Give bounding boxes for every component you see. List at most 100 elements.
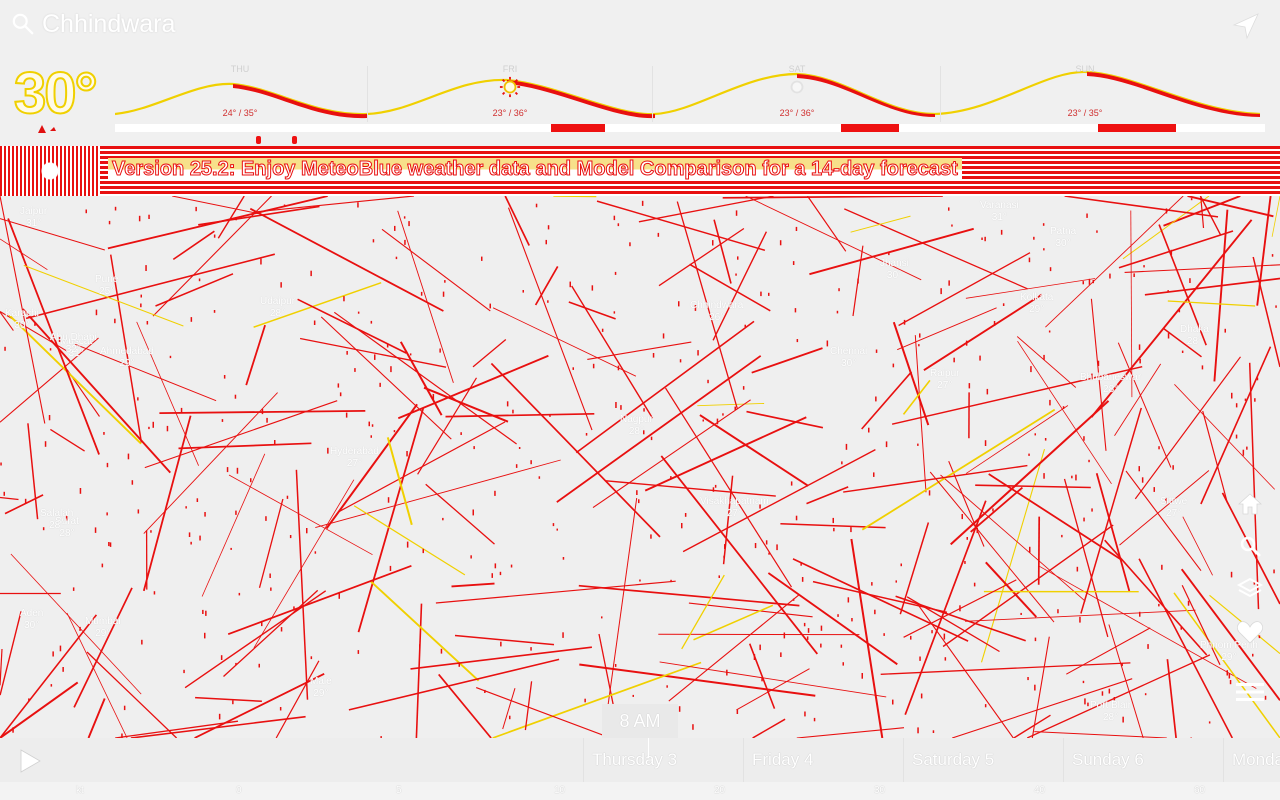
- wind-particle: [981, 237, 983, 240]
- home-button[interactable]: [1232, 488, 1268, 520]
- timeline-day-thursday[interactable]: Thursday 3: [592, 750, 678, 769]
- wind-streak: [415, 603, 423, 738]
- city-name: Ahmedabad: [100, 346, 154, 357]
- location-search-input[interactable]: Chhindwara: [42, 10, 176, 38]
- wind-particle: [871, 582, 873, 586]
- wind-particle: [140, 303, 142, 308]
- wind-particle: [754, 543, 757, 549]
- wind-particle: [806, 636, 809, 640]
- wind-particle: [837, 614, 839, 617]
- wind-streak: [454, 634, 555, 646]
- wind-particle: [702, 419, 704, 422]
- wind-particle: [265, 516, 267, 521]
- wind-particle: [694, 305, 697, 311]
- wind-streak: [605, 480, 776, 497]
- play-icon[interactable]: [18, 748, 42, 774]
- wind-streak: [891, 365, 1143, 425]
- map-search-button[interactable]: [1232, 530, 1268, 562]
- search-icon[interactable]: [12, 13, 34, 35]
- wind-particle: [652, 353, 655, 358]
- wind-particle: [803, 622, 806, 627]
- wind-particle: [72, 587, 75, 591]
- forecast-day-fri[interactable]: FRI 23° / 36°: [425, 62, 595, 122]
- wind-particle: [1187, 600, 1190, 606]
- wind-particle: [885, 441, 888, 448]
- timeline-cursor[interactable]: [648, 738, 649, 758]
- search-bar[interactable]: Chhindwara: [0, 0, 1280, 56]
- weather-map[interactable]: Jaipur 31° Udaipur 28° Jhansi 30° Chhindwara 26…: [0, 196, 1280, 738]
- wind-streak: [644, 416, 807, 492]
- wind-particle: [614, 271, 617, 275]
- wind-particle: [354, 368, 356, 372]
- city-temperature: 28°: [1186, 336, 1203, 347]
- city-label: Port Blair 28°: [1090, 700, 1131, 724]
- city-label: Phnom Penh 29°: [1200, 640, 1258, 664]
- wind-particle: [368, 421, 370, 427]
- wind-particle: [951, 224, 953, 227]
- wind-speed-legend: kt 0 5 10 20 30 40 60: [0, 782, 1280, 800]
- daily-forecast-strip[interactable]: THU 24° / 35° FRI 23° / 36° SAT 23° / 36…: [115, 62, 1265, 134]
- wind-streak: [1017, 340, 1112, 485]
- wind-streak: [1063, 478, 1109, 638]
- wind-particle: [460, 432, 462, 435]
- wind-streak: [952, 678, 1133, 738]
- wind-streak: [1039, 565, 1257, 689]
- city-temperature: 30°: [1055, 238, 1071, 249]
- wind-streak: [490, 362, 661, 538]
- wind-streak: [970, 486, 1023, 533]
- forecast-day-thu[interactable]: THU 24° / 35°: [155, 62, 325, 122]
- timeline-day-saturday[interactable]: Saturday 5: [912, 750, 995, 769]
- wind-particle: [34, 322, 36, 326]
- wind-streak: [333, 311, 517, 445]
- wind-streak: [4, 494, 44, 515]
- timeline-bar[interactable]: Thursday 3 Friday 4 Saturday 5 Sunday 6 …: [0, 738, 1280, 782]
- wind-particle: [518, 447, 521, 449]
- wind-particle: [85, 209, 87, 214]
- wind-particle: [114, 318, 116, 324]
- forecast-day-sat[interactable]: SAT 23° / 36°: [712, 62, 882, 122]
- favorites-button[interactable]: [1232, 616, 1268, 648]
- wind-particle: [279, 707, 282, 711]
- wind-particle: [572, 367, 574, 370]
- wind-streak: [152, 196, 272, 317]
- timeline-day-friday[interactable]: Friday 4: [752, 750, 814, 769]
- wind-particle: [481, 256, 483, 261]
- wind-streak: [844, 208, 1028, 290]
- wind-particle: [370, 435, 372, 438]
- wind-streak: [249, 207, 444, 312]
- forecast-day-sun[interactable]: SUN 23° / 35°: [1000, 62, 1170, 122]
- layers-button[interactable]: [1232, 572, 1268, 604]
- city-label: Hyderabad 27°: [330, 446, 379, 470]
- wind-particle: [1028, 453, 1030, 456]
- wind-particle: [629, 242, 631, 247]
- timeline-day-monday[interactable]: Monday 7: [1232, 750, 1280, 769]
- wind-particle: [1141, 477, 1144, 483]
- wind-particle: [1252, 653, 1254, 657]
- wind-streak: [942, 524, 1114, 648]
- city-label: Mumbai 29°: [85, 616, 121, 640]
- wind-particle: [842, 662, 844, 666]
- wind-streak: [1202, 410, 1228, 504]
- wind-streak: [895, 595, 1026, 642]
- wind-particle: [735, 273, 737, 276]
- wind-streak: [985, 561, 1038, 618]
- wind-particle: [314, 551, 317, 554]
- wind-streak: [22, 308, 172, 474]
- wind-particle: [50, 684, 53, 687]
- wind-particle: [484, 689, 486, 693]
- city-temperature: 26°: [709, 312, 725, 323]
- wind-particle: [679, 359, 682, 363]
- wind-particle: [714, 484, 717, 488]
- wind-particle: [153, 591, 156, 595]
- update-banner[interactable]: Version 25.2: Enjoy MeteoBlue weather da…: [0, 146, 1280, 196]
- timeline-day-sunday[interactable]: Sunday 6: [1072, 750, 1144, 769]
- location-arrow-icon[interactable]: [1232, 12, 1260, 40]
- wind-particle: [345, 412, 348, 418]
- city-name: Port Blair: [1090, 700, 1132, 711]
- wind-streak: [438, 673, 492, 738]
- wind-particle: [1224, 328, 1226, 333]
- wind-streak: [861, 371, 913, 430]
- menu-button[interactable]: [1232, 676, 1268, 708]
- city-temperature: 30°: [841, 358, 857, 369]
- legend-tick: 40: [1034, 785, 1046, 796]
